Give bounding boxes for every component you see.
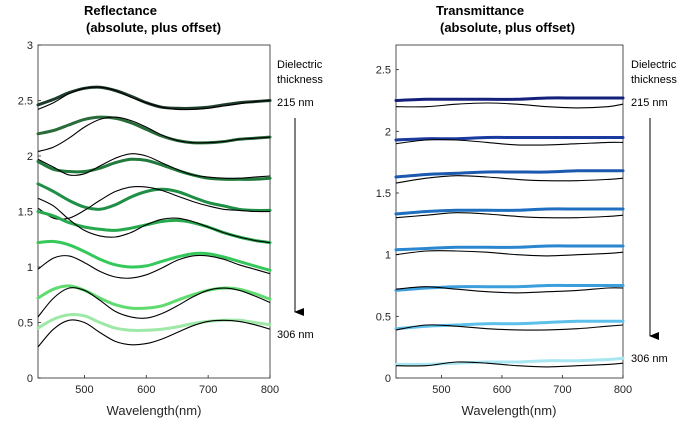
- transmittance-model-229-nm: [395, 139, 624, 146]
- reflectance-measured-242-nm: [36, 157, 272, 181]
- transmittance-model-306-nm: [395, 361, 624, 368]
- transmittance-measured-229-nm: [394, 135, 625, 142]
- reflectance-measured-229-nm: [36, 115, 272, 145]
- transmittance-x-label: Wavelength(nm): [462, 403, 557, 418]
- transmittance-subtitle: (absolute, plus offset): [440, 20, 575, 35]
- reflectance-y-tick-label: 1: [27, 262, 33, 274]
- transmittance-measured-294-nm: [394, 319, 625, 331]
- transmittance-y-tick-label: 2: [385, 126, 391, 138]
- reflectance-y-tick-label: 3: [27, 40, 33, 52]
- transmittance-measured-242-nm: [394, 169, 625, 179]
- reflectance-annotation-bottom: 306 nm: [277, 329, 314, 341]
- transmittance-model-268-nm: [395, 250, 624, 257]
- reflectance-x-label: Wavelength(nm): [107, 403, 202, 418]
- transmittance-measured-306-nm: [394, 356, 625, 366]
- reflectance-x-tick-label: 500: [75, 384, 93, 396]
- transmittance-model-215-nm: [395, 102, 624, 109]
- transmittance-annotation-bottom: 306 nm: [631, 353, 668, 365]
- reflectance-model-255-nm: [37, 186, 271, 220]
- transmittance-series: [394, 96, 625, 368]
- reflectance-axes-box: [37, 44, 271, 379]
- reflectance-model-281-nm: [37, 254, 271, 279]
- transmittance-annotation-header-2: thickness: [631, 74, 677, 86]
- reflectance-x-tick-label: 800: [261, 384, 279, 396]
- reflectance-y-tick-label: 2.5: [18, 96, 33, 108]
- reflectance-y-ticks: 0 0.5 1 1.5 2 2.5 3: [18, 40, 41, 385]
- transmittance-model-294-nm: [395, 324, 624, 331]
- reflectance-model-242-nm: [37, 153, 271, 179]
- reflectance-x-ticks: 500 600 700 800: [75, 375, 279, 396]
- reflectance-x-tick-label: 600: [137, 384, 155, 396]
- transmittance-y-ticks: 0 0.5 1 1.5 2 2.5: [376, 65, 399, 385]
- transmittance-panel: Transmittance (absolute, plus offset) 00…: [376, 3, 678, 418]
- transmittance-y-tick-label: 1.5: [376, 188, 391, 200]
- transmittance-y-tick-label: 0.5: [376, 311, 391, 323]
- transmittance-x-tick-label: 600: [493, 384, 511, 396]
- transmittance-y-tick-label: 1: [385, 250, 391, 262]
- transmittance-measured-268-nm: [394, 244, 625, 252]
- reflectance-y-tick-label: 0.5: [18, 318, 33, 330]
- transmittance-y-tick-label: 0: [385, 373, 391, 385]
- reflectance-series: [36, 85, 272, 348]
- reflectance-y-tick-label: 1.5: [18, 207, 33, 219]
- reflectance-measured-255-nm: [36, 182, 272, 212]
- reflectance-model-229-nm: [37, 116, 271, 153]
- reflectance-model-306-nm: [37, 319, 271, 348]
- reflectance-model-215-nm: [37, 86, 271, 111]
- reflectance-x-tick-label: 700: [199, 384, 217, 396]
- transmittance-annotation-top: 215 nm: [631, 97, 668, 109]
- transmittance-axes-box: [395, 44, 624, 379]
- transmittance-x-tick-label: 800: [614, 384, 632, 396]
- reflectance-y-tick-label: 2: [27, 151, 33, 163]
- transmittance-x-tick-label: 700: [553, 384, 571, 396]
- transmittance-y-tick-label: 2.5: [376, 65, 391, 77]
- reflectance-model-294-nm: [37, 287, 271, 319]
- transmittance-measured-255-nm: [394, 207, 625, 216]
- transmittance-x-ticks: 500 600 700 800: [432, 375, 632, 396]
- reflectance-annotation-top: 215 nm: [277, 97, 314, 109]
- transmittance-model-255-nm: [395, 212, 624, 219]
- reflectance-title: Reflectance: [84, 3, 157, 18]
- reflectance-panel: Reflectance (absolute, plus offset) 0 0.5…: [18, 3, 324, 418]
- transmittance-x-tick-label: 500: [432, 384, 450, 396]
- reflectance-y-tick-label: 0: [27, 373, 33, 385]
- transmittance-title: Transmittance: [436, 3, 524, 18]
- transmittance-model-281-nm: [395, 286, 624, 294]
- transmittance-model-242-nm: [395, 175, 624, 184]
- transmittance-annotation-header-1: Dielectric: [631, 59, 677, 71]
- transmittance-measured-215-nm: [394, 96, 625, 102]
- reflectance-subtitle: (absolute, plus offset): [86, 20, 221, 35]
- reflectance-measured-281-nm: [36, 239, 272, 272]
- reflectance-model-268-nm: [37, 197, 271, 244]
- reflectance-measured-268-nm: [36, 210, 272, 245]
- reflectance-annotation-header-2: thickness: [277, 74, 323, 86]
- reflectance-annotation-header-1: Dielectric: [277, 59, 323, 71]
